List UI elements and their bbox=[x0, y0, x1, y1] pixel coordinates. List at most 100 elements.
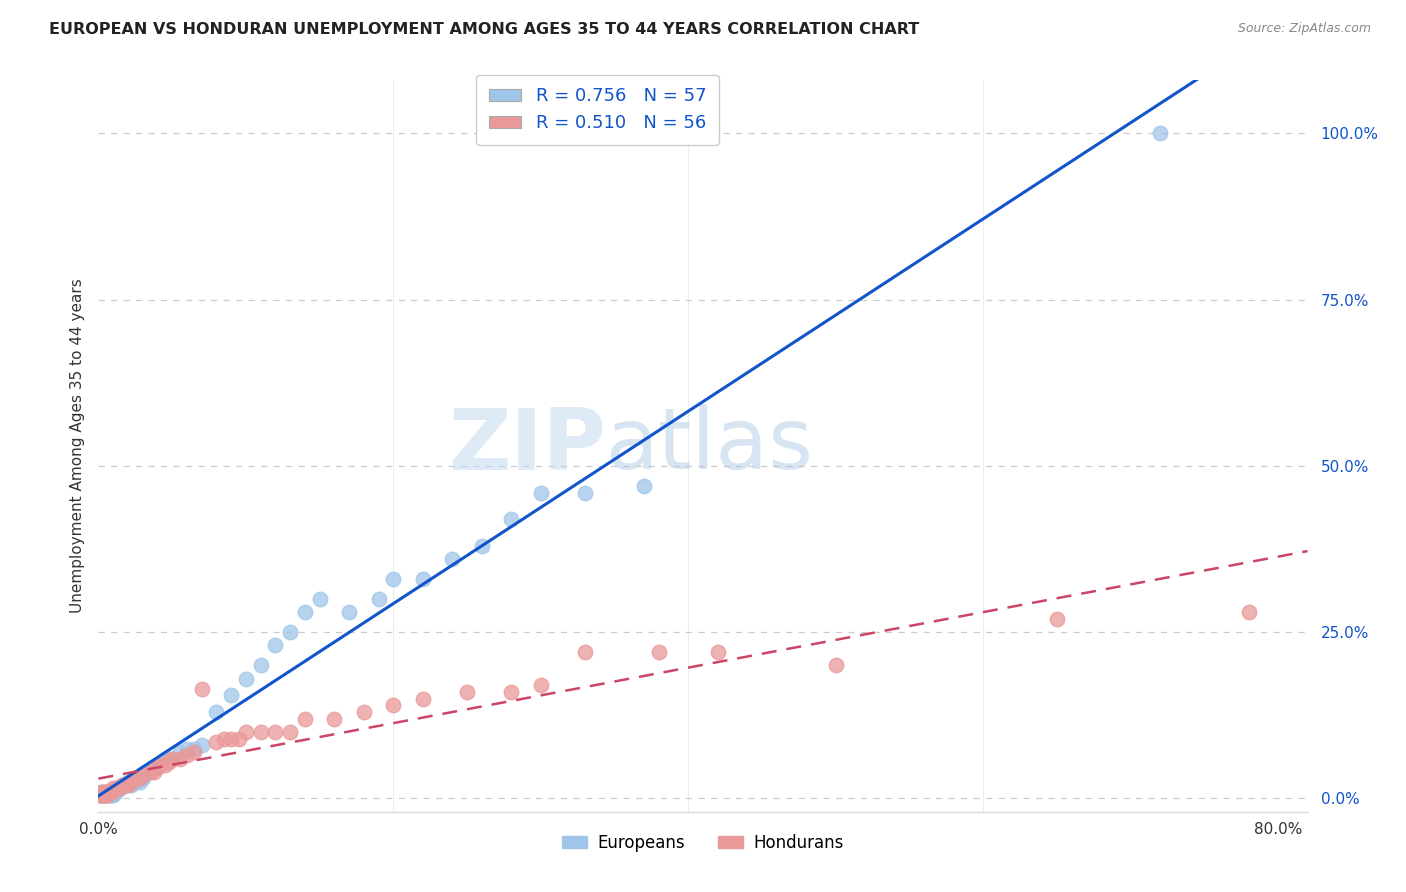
Point bbox=[96, 788, 118, 802]
Point bbox=[139, 764, 162, 779]
Point bbox=[93, 788, 115, 802]
Point bbox=[633, 479, 655, 493]
Point bbox=[111, 778, 134, 792]
Point bbox=[100, 785, 122, 799]
Point bbox=[94, 785, 117, 799]
Point bbox=[107, 781, 129, 796]
Point bbox=[294, 605, 316, 619]
Point bbox=[169, 745, 191, 759]
Point bbox=[1149, 127, 1171, 141]
Point bbox=[308, 591, 330, 606]
Point bbox=[90, 785, 112, 799]
Point bbox=[205, 705, 228, 719]
Point bbox=[131, 772, 153, 786]
Point bbox=[183, 745, 205, 759]
Point bbox=[105, 781, 128, 796]
Point bbox=[128, 772, 150, 786]
Point bbox=[456, 685, 478, 699]
Point bbox=[219, 689, 242, 703]
Point bbox=[149, 758, 172, 772]
Point bbox=[91, 788, 114, 802]
Point bbox=[235, 725, 257, 739]
Point bbox=[249, 658, 271, 673]
Point bbox=[412, 691, 434, 706]
Point bbox=[219, 731, 242, 746]
Text: EUROPEAN VS HONDURAN UNEMPLOYMENT AMONG AGES 35 TO 44 YEARS CORRELATION CHART: EUROPEAN VS HONDURAN UNEMPLOYMENT AMONG … bbox=[49, 22, 920, 37]
Point bbox=[264, 639, 287, 653]
Point bbox=[146, 762, 169, 776]
Point bbox=[183, 741, 205, 756]
Point bbox=[89, 788, 111, 802]
Point bbox=[146, 758, 169, 772]
Point bbox=[111, 778, 134, 792]
Point bbox=[91, 785, 114, 799]
Point bbox=[98, 788, 121, 802]
Point bbox=[101, 788, 124, 802]
Point bbox=[160, 751, 183, 765]
Point bbox=[1046, 612, 1069, 626]
Point bbox=[278, 725, 301, 739]
Point bbox=[94, 788, 117, 802]
Text: atlas: atlas bbox=[606, 404, 814, 488]
Point bbox=[139, 764, 162, 779]
Point bbox=[131, 768, 153, 782]
Point bbox=[501, 512, 523, 526]
Point bbox=[94, 788, 117, 802]
Point bbox=[530, 678, 553, 692]
Point bbox=[120, 778, 142, 792]
Point bbox=[96, 785, 118, 799]
Point bbox=[278, 625, 301, 640]
Point bbox=[323, 712, 346, 726]
Point bbox=[97, 788, 120, 802]
Point bbox=[574, 485, 596, 500]
Point bbox=[117, 774, 139, 789]
Point bbox=[100, 785, 122, 799]
Point bbox=[90, 788, 112, 802]
Point bbox=[117, 778, 139, 792]
Point bbox=[382, 572, 405, 586]
Point bbox=[157, 755, 180, 769]
Point bbox=[120, 774, 142, 789]
Point bbox=[114, 778, 136, 792]
Point bbox=[105, 785, 128, 799]
Point bbox=[205, 735, 228, 749]
Point bbox=[114, 778, 136, 792]
Point bbox=[190, 681, 212, 696]
Point bbox=[143, 762, 166, 776]
Point bbox=[294, 712, 316, 726]
Point bbox=[176, 741, 198, 756]
Point bbox=[353, 705, 375, 719]
Point bbox=[153, 758, 176, 772]
Point bbox=[110, 781, 132, 796]
Text: ZIP: ZIP bbox=[449, 404, 606, 488]
Point bbox=[89, 788, 111, 802]
Point bbox=[190, 738, 212, 752]
Point bbox=[337, 605, 360, 619]
Point bbox=[169, 751, 191, 765]
Legend: Europeans, Hondurans: Europeans, Hondurans bbox=[555, 827, 851, 858]
Point bbox=[91, 785, 114, 799]
Point bbox=[153, 755, 176, 769]
Point bbox=[124, 774, 146, 789]
Point bbox=[91, 788, 114, 802]
Point bbox=[648, 645, 671, 659]
Point bbox=[128, 774, 150, 789]
Point bbox=[530, 485, 553, 500]
Point bbox=[441, 552, 464, 566]
Point bbox=[706, 645, 728, 659]
Point bbox=[1237, 605, 1260, 619]
Point bbox=[90, 788, 112, 802]
Y-axis label: Unemployment Among Ages 35 to 44 years: Unemployment Among Ages 35 to 44 years bbox=[69, 278, 84, 614]
Point bbox=[235, 672, 257, 686]
Point bbox=[143, 764, 166, 779]
Point bbox=[96, 785, 118, 799]
Point bbox=[264, 725, 287, 739]
Point bbox=[108, 781, 131, 796]
Point bbox=[176, 748, 198, 763]
Point bbox=[574, 645, 596, 659]
Point bbox=[228, 731, 250, 746]
Point bbox=[501, 685, 523, 699]
Point bbox=[97, 785, 120, 799]
Point bbox=[101, 781, 124, 796]
Point bbox=[90, 785, 112, 799]
